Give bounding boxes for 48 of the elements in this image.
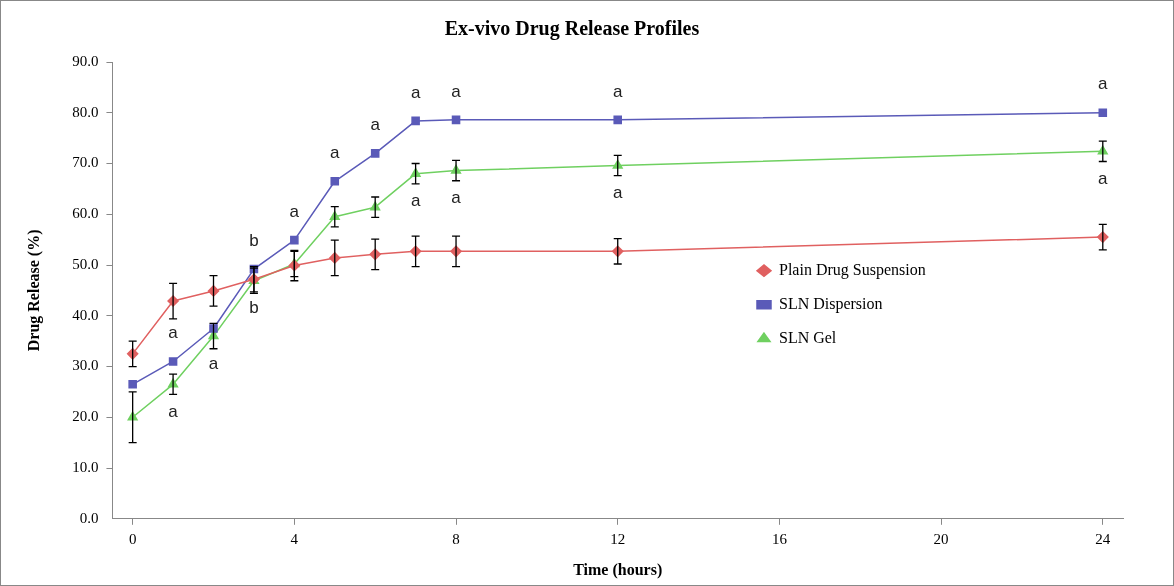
point — [370, 149, 380, 158]
annotation: b — [249, 230, 259, 250]
x-tick-label: 20 — [933, 531, 949, 548]
x-axis-title: Time (hours) — [573, 560, 663, 579]
y-tick-label: 70.0 — [72, 154, 99, 171]
y-tick-label: 60.0 — [72, 205, 99, 222]
y-tick-label: 20.0 — [72, 408, 99, 425]
y-tick-label: 90.0 — [72, 52, 99, 69]
point — [330, 176, 340, 186]
y-tick-label: 80.0 — [72, 103, 99, 120]
y-tick-label: 40.0 — [72, 306, 99, 323]
legend-label: SLN Gel — [778, 328, 837, 346]
point — [1098, 108, 1108, 118]
annotation: a — [208, 353, 219, 373]
point — [451, 115, 461, 125]
annotation: a — [451, 81, 462, 101]
annotation: b — [249, 298, 259, 318]
point — [168, 357, 178, 366]
annotation: a — [330, 142, 341, 162]
point — [411, 116, 420, 126]
annotation: a — [289, 201, 300, 221]
y-axis-title: Drug Release (%) — [24, 229, 43, 352]
x-tick-label: 4 — [290, 531, 299, 548]
point — [128, 380, 137, 389]
legend-label: SLN Dispersion — [778, 294, 883, 313]
x-tick-label: 24 — [1095, 531, 1111, 548]
annotation: a — [410, 191, 421, 211]
y-tick-label: 50.0 — [72, 255, 99, 272]
annotation: a — [370, 115, 381, 135]
x-tick-label: 0 — [128, 531, 137, 548]
x-tick-label: 8 — [452, 531, 460, 548]
annotation: a — [1098, 74, 1109, 94]
annotation: a — [168, 323, 179, 343]
annotation: a — [1098, 169, 1109, 189]
legend-label: Plain Drug Suspension — [778, 260, 926, 279]
annotation: a — [612, 183, 623, 203]
point — [613, 115, 623, 125]
x-tick-label: 12 — [610, 531, 626, 548]
annotation: a — [410, 82, 421, 102]
annotation: a — [451, 188, 462, 208]
annotation: a — [612, 81, 623, 101]
y-tick-label: 10.0 — [72, 458, 99, 475]
chart-title: Ex-vivo Drug Release Profiles — [444, 17, 700, 41]
y-tick-label: 0.0 — [79, 509, 99, 526]
point — [290, 235, 299, 245]
annotation: a — [168, 401, 179, 421]
y-tick-label: 30.0 — [72, 357, 99, 374]
x-tick-label: 16 — [771, 531, 788, 548]
